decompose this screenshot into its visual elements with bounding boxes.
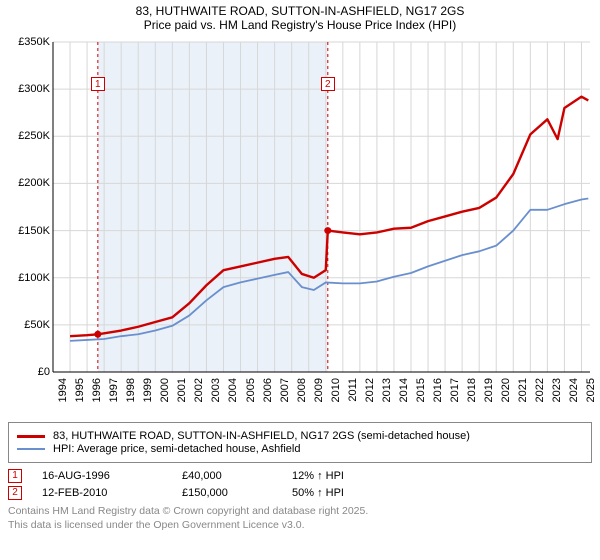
legend-row: HPI: Average price, semi-detached house,… — [17, 443, 583, 455]
x-tick-label: 2025 — [585, 378, 597, 402]
chart-sale-marker: 2 — [321, 77, 335, 91]
footer-line-1: Contains HM Land Registry data © Crown c… — [8, 505, 368, 517]
sale-marker-1: 1 — [8, 469, 22, 483]
x-tick-label: 2003 — [210, 378, 222, 402]
chart-sale-marker: 1 — [91, 77, 105, 91]
legend-swatch-1 — [17, 435, 45, 438]
legend-and-notes: 83, HUTHWAITE ROAD, SUTTON-IN-ASHFIELD, … — [0, 422, 600, 532]
y-tick-label: £0 — [5, 366, 50, 378]
y-tick-label: £150K — [5, 225, 50, 237]
x-tick-label: 1994 — [57, 378, 69, 402]
x-tick-label: 2024 — [568, 378, 580, 402]
x-tick-label: 2001 — [176, 378, 188, 402]
title-line-2: Price paid vs. HM Land Registry's House … — [0, 18, 600, 32]
x-tick-label: 1996 — [91, 378, 103, 402]
x-tick-label: 2004 — [227, 378, 239, 402]
x-tick-label: 1997 — [108, 378, 120, 402]
x-tick-label: 2010 — [330, 378, 342, 402]
x-tick-label: 2019 — [483, 378, 495, 402]
chart-area: £0 £50K £100K £150K £200K £250K £300K £350K 1994… — [5, 34, 595, 422]
x-tick-label: 2007 — [279, 378, 291, 402]
sale-date: 12-FEB-2010 — [42, 487, 182, 499]
sale-price: £150,000 — [182, 487, 292, 499]
title-line-1: 83, HUTHWAITE ROAD, SUTTON-IN-ASHFIELD, … — [0, 4, 600, 18]
y-tick-label: £350K — [5, 36, 50, 48]
sale-delta: 50% ↑ HPI — [292, 487, 344, 499]
sale-price: £40,000 — [182, 470, 292, 482]
y-tick-label: £100K — [5, 272, 50, 284]
legend-row: 83, HUTHWAITE ROAD, SUTTON-IN-ASHFIELD, … — [17, 430, 583, 442]
sale-marker-2: 2 — [8, 486, 22, 500]
sale-row: 2 12-FEB-2010 £150,000 50% ↑ HPI — [8, 486, 592, 500]
x-tick-label: 2014 — [398, 378, 410, 402]
x-tick-label: 1998 — [125, 378, 137, 402]
x-tick-label: 2012 — [364, 378, 376, 402]
sale-date: 16-AUG-1996 — [42, 470, 182, 482]
x-tick-label: 2009 — [313, 378, 325, 402]
legend-label: 83, HUTHWAITE ROAD, SUTTON-IN-ASHFIELD, … — [53, 430, 470, 442]
x-tick-label: 2013 — [381, 378, 393, 402]
y-tick-label: £250K — [5, 130, 50, 142]
x-tick-label: 2020 — [500, 378, 512, 402]
chart-svg — [5, 34, 595, 422]
x-tick-label: 2018 — [466, 378, 478, 402]
y-tick-label: £300K — [5, 83, 50, 95]
x-tick-label: 2015 — [415, 378, 427, 402]
y-tick-label: £50K — [5, 319, 50, 331]
x-tick-label: 2022 — [534, 378, 546, 402]
x-tick-label: 1999 — [142, 378, 154, 402]
legend-label: HPI: Average price, semi-detached house,… — [53, 443, 300, 455]
title-block: 83, HUTHWAITE ROAD, SUTTON-IN-ASHFIELD, … — [0, 0, 600, 34]
x-tick-label: 2008 — [296, 378, 308, 402]
x-tick-label: 2017 — [449, 378, 461, 402]
footer-line-2: This data is licensed under the Open Gov… — [8, 519, 305, 531]
x-tick-label: 2016 — [432, 378, 444, 402]
x-tick-label: 2011 — [347, 378, 359, 402]
sale-row: 1 16-AUG-1996 £40,000 12% ↑ HPI — [8, 469, 592, 483]
x-tick-label: 2006 — [262, 378, 274, 402]
legend-box: 83, HUTHWAITE ROAD, SUTTON-IN-ASHFIELD, … — [8, 422, 592, 463]
x-tick-label: 2021 — [517, 378, 529, 402]
x-tick-label: 2000 — [159, 378, 171, 402]
y-tick-label: £200K — [5, 177, 50, 189]
x-tick-label: 1995 — [74, 378, 86, 402]
x-tick-label: 2005 — [245, 378, 257, 402]
legend-swatch-2 — [17, 448, 45, 450]
sale-delta: 12% ↑ HPI — [292, 470, 344, 482]
footer-note: Contains HM Land Registry data © Crown c… — [8, 505, 592, 532]
x-tick-label: 2002 — [193, 378, 205, 402]
x-tick-label: 2023 — [551, 378, 563, 402]
